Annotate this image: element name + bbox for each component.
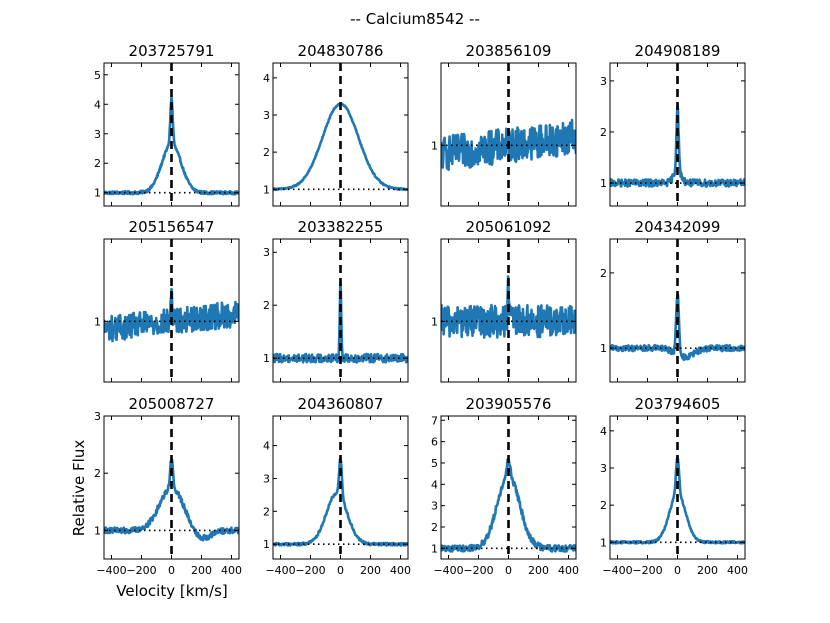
y-tick-label: 1 bbox=[263, 538, 270, 551]
x-tick-label: −200 bbox=[463, 564, 493, 577]
y-tick-label: 2 bbox=[600, 499, 607, 512]
y-tick-label: 2 bbox=[94, 467, 101, 480]
y-tick-label: 2 bbox=[431, 521, 438, 534]
x-tick-label: 200 bbox=[360, 564, 381, 577]
y-axis-label: Relative Flux bbox=[70, 440, 88, 537]
x-tick-label: 400 bbox=[727, 564, 748, 577]
panel-203382255: 203382255 1 2 3 bbox=[263, 218, 409, 383]
y-tick-label: 2 bbox=[600, 267, 607, 280]
panel-204908189: 204908189 1 2 3 bbox=[600, 42, 746, 207]
x-tick-label: 0 bbox=[505, 564, 512, 577]
panel-204830786: 204830786 1 2 3 4 bbox=[263, 42, 409, 207]
y-tick-label: 2 bbox=[263, 146, 270, 159]
spectrum-line bbox=[441, 275, 576, 339]
x-axis-label: Velocity [km/s] bbox=[116, 582, 227, 600]
y-tick-label: 3 bbox=[600, 462, 607, 475]
panel-205156547: 205156547 1 bbox=[94, 218, 240, 383]
x-tick-label: 0 bbox=[337, 564, 344, 577]
y-tick-label: 1 bbox=[263, 352, 270, 365]
panels: 2037257911234520483078612342038561091204… bbox=[94, 42, 748, 577]
y-tick-label: 1 bbox=[94, 524, 101, 537]
y-tick-label: 1 bbox=[600, 342, 607, 355]
y-tick-label: 3 bbox=[263, 246, 270, 259]
x-tick-label: −200 bbox=[632, 564, 662, 577]
x-tick-label: 0 bbox=[674, 564, 681, 577]
y-tick-label: 3 bbox=[263, 109, 270, 122]
panel-title: 203725791 bbox=[129, 42, 215, 60]
spectrum-line bbox=[441, 118, 576, 171]
figure-title: -- Calcium8542 -- bbox=[350, 10, 480, 28]
spectrum-line bbox=[104, 96, 239, 196]
y-tick-label: 2 bbox=[94, 157, 101, 170]
y-tick-label: 2 bbox=[263, 505, 270, 518]
panel-205061092: 205061092 1 bbox=[431, 218, 577, 383]
y-tick-label: 1 bbox=[431, 139, 438, 152]
y-tick-label: 4 bbox=[600, 425, 607, 438]
y-tick-label: 4 bbox=[431, 478, 438, 491]
y-tick-label: 3 bbox=[431, 500, 438, 513]
y-tick-label: 1 bbox=[431, 542, 438, 555]
panel-204342099: 204342099 1 2 bbox=[600, 218, 746, 383]
y-tick-label: 2 bbox=[263, 299, 270, 312]
x-tick-label: −400 bbox=[96, 564, 126, 577]
x-tick-label: 400 bbox=[390, 564, 411, 577]
y-tick-label: 3 bbox=[94, 410, 101, 423]
y-tick-label: 1 bbox=[600, 177, 607, 190]
panel-203794605: 203794605 1 2 3 4 −400 −200 0 200 400 bbox=[600, 395, 748, 577]
x-tick-label: 0 bbox=[168, 564, 175, 577]
x-tick-label: −400 bbox=[265, 564, 295, 577]
y-tick-label: 3 bbox=[263, 472, 270, 485]
y-tick-label: 5 bbox=[431, 457, 438, 470]
y-tick-label: 4 bbox=[263, 72, 270, 85]
panel-title: 204908189 bbox=[635, 42, 721, 60]
x-tick-label: 400 bbox=[558, 564, 579, 577]
panel-title: 205008727 bbox=[129, 395, 215, 413]
y-tick-label: 1 bbox=[600, 536, 607, 549]
panel-title: 205061092 bbox=[466, 218, 552, 236]
x-tick-label: −400 bbox=[433, 564, 463, 577]
panel-205008727: 205008727 1 2 3 −400 −200 0 200 400 bbox=[94, 395, 242, 577]
x-tick-label: 200 bbox=[191, 564, 212, 577]
y-tick-label: 1 bbox=[431, 315, 438, 328]
x-tick-label: −200 bbox=[126, 564, 156, 577]
y-tick-label: 7 bbox=[431, 414, 438, 427]
y-tick-label: 1 bbox=[263, 183, 270, 196]
x-tick-label: −400 bbox=[602, 564, 632, 577]
panel-203856109: 203856109 1 bbox=[431, 42, 577, 207]
panel-title: 205156547 bbox=[129, 218, 215, 236]
y-tick-label: 4 bbox=[94, 98, 101, 111]
y-tick-label: 1 bbox=[94, 187, 101, 200]
panel-title: 204830786 bbox=[298, 42, 384, 60]
x-tick-label: 400 bbox=[221, 564, 242, 577]
panel-title: 203382255 bbox=[298, 218, 384, 236]
panel-title: 203856109 bbox=[466, 42, 552, 60]
y-tick-label: 5 bbox=[94, 69, 101, 82]
panel-203725791: 203725791 1 2 3 4 5 bbox=[94, 42, 240, 207]
panel-title: 203905576 bbox=[466, 395, 552, 413]
spectrum-line bbox=[104, 287, 239, 343]
panel-title: 203794605 bbox=[635, 395, 721, 413]
x-tick-label: 200 bbox=[528, 564, 549, 577]
y-tick-label: 6 bbox=[431, 436, 438, 449]
panel-204360807: 204360807 1 2 3 4 −400 −200 0 200 400 bbox=[263, 395, 411, 577]
panel-title: 204342099 bbox=[635, 218, 721, 236]
panel-title: 204360807 bbox=[298, 395, 384, 413]
panel-203905576: 203905576 1 2 3 4 5 6 7 −400 −200 0 200 400 bbox=[431, 395, 579, 577]
x-tick-label: −200 bbox=[295, 564, 325, 577]
y-tick-label: 4 bbox=[263, 440, 270, 453]
y-tick-label: 3 bbox=[94, 128, 101, 141]
y-tick-label: 3 bbox=[600, 75, 607, 88]
y-tick-label: 1 bbox=[94, 315, 101, 328]
x-tick-label: 200 bbox=[697, 564, 718, 577]
y-tick-label: 2 bbox=[600, 126, 607, 139]
